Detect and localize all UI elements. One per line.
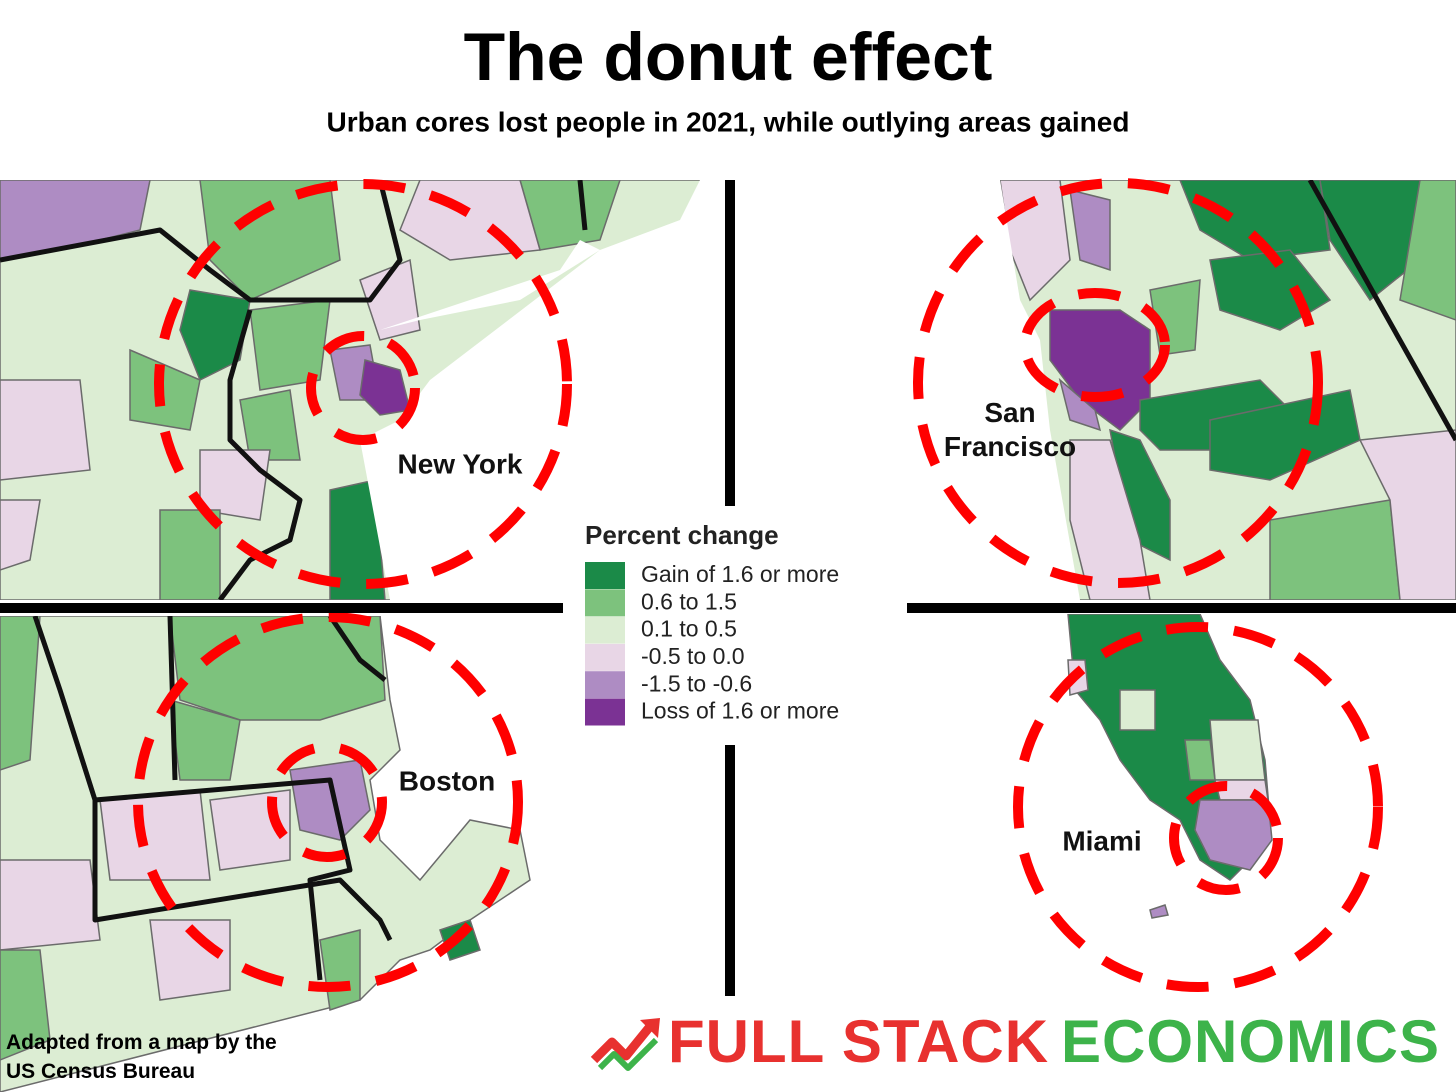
region	[1149, 904, 1169, 919]
state-border	[577, 180, 588, 231]
credit: Adapted from a map by the US Census Bure…	[6, 1031, 277, 1083]
legend-label: Loss of 1.6 or more	[641, 698, 839, 724]
region	[1269, 499, 1401, 600]
legend-swatch	[585, 671, 625, 699]
city-label: San Francisco	[943, 397, 1077, 462]
state-border	[0, 180, 403, 303]
boston-map	[0, 616, 560, 1092]
suburb-ring	[133, 612, 523, 992]
region	[329, 479, 386, 600]
water	[918, 180, 1080, 600]
san-francisco-map	[918, 180, 1456, 600]
region	[149, 919, 231, 1001]
region	[359, 359, 411, 416]
logo: FULL STACK ECONOMICS	[590, 1008, 1440, 1075]
region	[1184, 739, 1216, 781]
new-york-map	[0, 180, 720, 600]
region	[1069, 439, 1151, 600]
region	[1209, 719, 1266, 781]
suburb-ring	[1013, 622, 1383, 992]
region	[0, 949, 51, 1061]
core-ring	[306, 331, 420, 445]
region	[0, 379, 91, 481]
legend-label: 0.6 to 1.5	[641, 588, 737, 614]
region	[1319, 180, 1421, 302]
region	[1358, 429, 1456, 600]
logo-icon	[597, 1037, 659, 1071]
legend-swatch	[585, 616, 625, 644]
legend-swatch	[585, 589, 625, 617]
legend-label: Gain of 1.6 or more	[641, 561, 839, 587]
state-border	[92, 800, 393, 942]
region	[0, 616, 41, 771]
legend-swatch	[585, 562, 625, 589]
core-ring	[1020, 288, 1170, 402]
state-border	[1307, 180, 1456, 442]
suburb-ring	[913, 178, 1323, 588]
region	[1119, 689, 1156, 731]
logo-text: ECONOMICS	[1061, 1008, 1440, 1075]
city-label: Miami	[1062, 825, 1141, 856]
core-ring	[267, 742, 387, 862]
logo-icon	[590, 1021, 656, 1064]
suburb-ring	[154, 179, 572, 589]
region	[99, 789, 211, 881]
core-ring	[1169, 781, 1283, 895]
water	[360, 180, 720, 600]
legend-label: 0.1 to 0.5	[641, 616, 737, 642]
region	[0, 859, 101, 951]
logo-text: FULL STACK	[668, 1008, 1049, 1075]
logo-icon	[640, 1018, 660, 1038]
region	[179, 289, 251, 382]
region	[199, 449, 271, 521]
region	[1209, 389, 1361, 481]
region	[239, 389, 301, 461]
legend-label: -1.5 to -0.6	[641, 670, 752, 696]
legend-title: Percent change	[585, 520, 779, 550]
region	[249, 299, 331, 391]
legend-label: -0.5 to 0.0	[641, 643, 745, 669]
region	[1399, 180, 1456, 321]
miami-map	[1067, 614, 1273, 919]
title: The donut effect	[464, 19, 993, 95]
city-label: Boston	[399, 765, 495, 796]
region	[129, 348, 201, 431]
state-border	[32, 616, 353, 981]
subtitle: Urban cores lost people in 2021, while o…	[327, 106, 1130, 137]
legend-swatch	[585, 643, 625, 671]
legend-swatch	[585, 698, 625, 726]
region	[0, 499, 41, 571]
region	[169, 616, 386, 721]
city-label: New York	[397, 448, 522, 479]
region	[1069, 189, 1111, 272]
region	[1049, 309, 1151, 431]
state-border	[327, 616, 387, 682]
